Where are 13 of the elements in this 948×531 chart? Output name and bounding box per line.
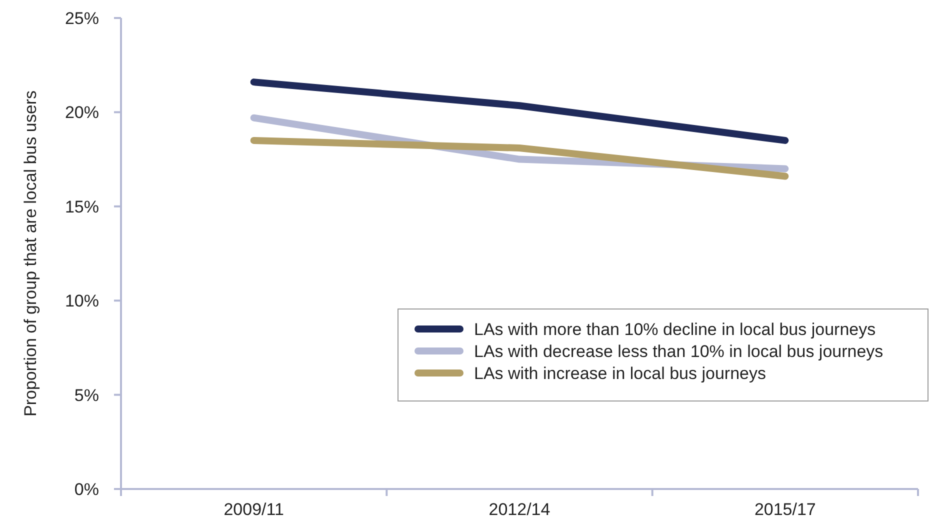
y-tick-label: 25%: [64, 8, 99, 28]
y-tick-label: 5%: [74, 386, 99, 405]
legend-label: LAs with increase in local bus journeys: [474, 364, 766, 383]
legend-label: LAs with decrease less than 10% in local bus journeys: [474, 342, 884, 361]
y-tick-label: 10%: [64, 292, 99, 311]
y-tick-label: 20%: [64, 103, 99, 122]
y-tick-label: 0%: [74, 480, 99, 499]
y-tick-label: 15%: [64, 197, 99, 216]
x-tick-label: 2009/11: [224, 500, 284, 519]
x-tick-label: 2012/14: [488, 500, 550, 519]
legend-label: LAs with more than 10% decline in local bus journeys: [474, 320, 876, 339]
x-tick-label: 2015/17: [754, 500, 816, 519]
y-axis-title: Proportion of group that are local bus users: [21, 90, 40, 417]
